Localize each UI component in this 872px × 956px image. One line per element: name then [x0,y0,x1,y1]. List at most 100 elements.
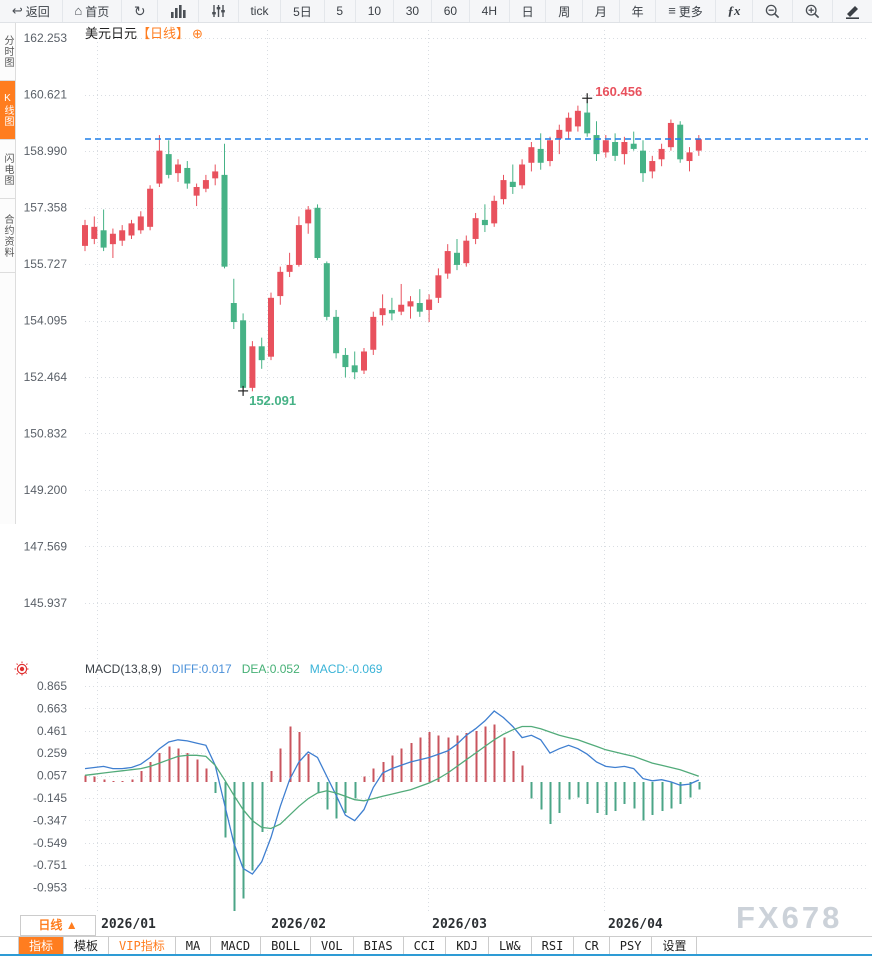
x-axis-month-label: 2026/02 [271,917,327,932]
candle-body [602,140,609,153]
toolbar-button-zoom-out[interactable] [753,0,793,22]
symbol-name: 美元日元 [85,26,138,41]
indicator-tab-indicator[interactable]: 指标 [18,937,65,954]
indicator-tab-vip-indicator[interactable]: VIP指标 [109,937,176,954]
toolbar-button-period-60[interactable]: 60 [432,0,470,22]
candle-body [295,225,302,265]
indicator-tab-rsi[interactable]: RSI [532,937,575,954]
macd-title: MACD(13,8,9) [85,662,162,676]
toolbar-button-period-10[interactable]: 10 [356,0,394,22]
indicator-tab-kdj[interactable]: KDJ [446,937,489,954]
sidebar-tab-contract-info[interactable]: 合约资料 [0,199,15,273]
toolbar-button-period-year[interactable]: 年 [620,0,657,22]
candle-body [556,129,563,139]
indicator-tab-boll[interactable]: BOLL [261,937,311,954]
indicator-tab-cr[interactable]: CR [574,937,610,954]
candle-body [333,316,340,354]
home-icon: ⌂ [74,3,83,18]
candle-body [658,148,665,160]
price-axis-labels: 162.253 160.621 158.990 157.358 155.727 154.0… [24,31,68,610]
candle-body [454,252,460,265]
candle-body [370,316,377,350]
macd-tick-label: 0.259 [37,746,67,760]
toolbar-button-label: 周 [558,4,571,19]
toolbar-button-period-4h[interactable]: 4H [470,0,510,22]
candle-body [91,226,98,239]
toolbar-button-period-month[interactable]: 月 [583,0,620,22]
candle-body [537,148,544,163]
indicator-settings-icon[interactable] [14,661,30,677]
draw-icon [844,4,860,19]
toolbar-button-zoom-in[interactable] [793,0,833,22]
x-axis-month-label: 2026/01 [101,917,156,932]
sidebar-tab-flash-chart[interactable]: 闪电图 [0,140,15,199]
candle-body [109,233,116,245]
toolbar-button-indicator-params[interactable] [199,0,239,22]
macd-tick-label: -0.953 [33,881,67,895]
candle-body [249,346,256,388]
price-tick-label: 150.832 [24,426,68,440]
indicator-tab-vol[interactable]: VOL [311,937,354,954]
candle-body [593,135,600,155]
macd-tick-label: 0.057 [37,769,67,783]
toolbar-button-home[interactable]: ⌂ 首页 [63,0,123,22]
sidebar-tab-kline-chart[interactable]: K线图 [0,81,15,140]
indicator-tab-bias[interactable]: BIAS [354,937,404,954]
price-tick-label: 158.990 [24,144,68,158]
candle-body [175,164,181,174]
candle-body [212,171,219,179]
toolbar-button-period-30[interactable]: 30 [394,0,432,22]
chart-style-icon [170,4,186,18]
toolbar-button-period-week[interactable]: 周 [546,0,584,22]
candle-body [630,143,637,149]
toolbar-button-label: 4H [481,4,498,18]
indicator-tab-macd[interactable]: MACD [211,937,262,954]
candle-body [230,303,237,323]
indicator-tab-cci[interactable]: CCI [404,937,447,954]
candles-group [82,100,702,392]
toolbar-button-back[interactable]: ↩ 返回 [0,0,63,22]
candle-body [574,110,581,127]
bottom-toolbar: 指标 模板 VIP指标 MA MACD BOLL VOL BIAS CCI KDJ LW& RSI CR… [0,936,872,954]
candle-body [184,167,191,184]
candle-body [547,140,553,162]
gridlines [85,30,868,912]
macd-tick-label: 0.865 [37,679,67,693]
candle-body [128,223,135,236]
toolbar-button-period-tick[interactable]: tick [239,0,282,22]
candle-body [649,161,656,172]
candle-body [509,181,516,188]
macd-header: MACD(13,8,9) DIFF:0.017 DEA:0.052 MACD:-0.0… [85,662,392,676]
candle-body [463,240,470,264]
toolbar-button-draw[interactable] [833,0,872,22]
toolbar-button-period-day[interactable]: 日 [510,0,547,22]
candle-body [268,297,274,357]
candle-body [277,271,284,297]
indicator-tab-settings[interactable]: 设置 [652,937,698,954]
toolbar-button-chart-style[interactable] [158,0,200,22]
period-selector[interactable]: 日线 ▲ [20,915,96,936]
toolbar-button-more[interactable]: ≡ 更多 [656,0,716,22]
candle-body [426,299,433,310]
sidebar-tab-time-chart[interactable]: 分时图 [0,22,15,81]
more-icon: ≡ [668,3,676,18]
toolbar-button-refresh[interactable]: ↻ [122,0,159,22]
candle-body [286,264,293,272]
indicator-tab-template[interactable]: 模板 [64,937,110,954]
candle-body [584,112,591,134]
toolbar-button-fx[interactable]: ƒx [716,0,754,22]
indicator-tab-psy[interactable]: PSY [610,937,653,954]
indicator-tab-lw[interactable]: LW& [489,937,532,954]
macd-axis-labels: 0.865 0.663 0.461 0.259 0.057 -0.145 -0.347 -0.… [33,679,67,895]
candle-body [621,141,628,155]
indicator-params-icon [211,4,226,18]
candle-body [407,301,414,307]
symbol-settings-icon[interactable]: ⊕ [192,26,203,41]
candle-body [100,230,107,248]
toolbar-button-period-5d[interactable]: 5日 [281,0,325,22]
toolbar-button-period-5[interactable]: 5 [325,0,356,22]
toolbar-button-label: tick [250,4,269,18]
price-tick-label: 160.621 [24,88,68,102]
indicator-tab-ma[interactable]: MA [176,937,212,954]
